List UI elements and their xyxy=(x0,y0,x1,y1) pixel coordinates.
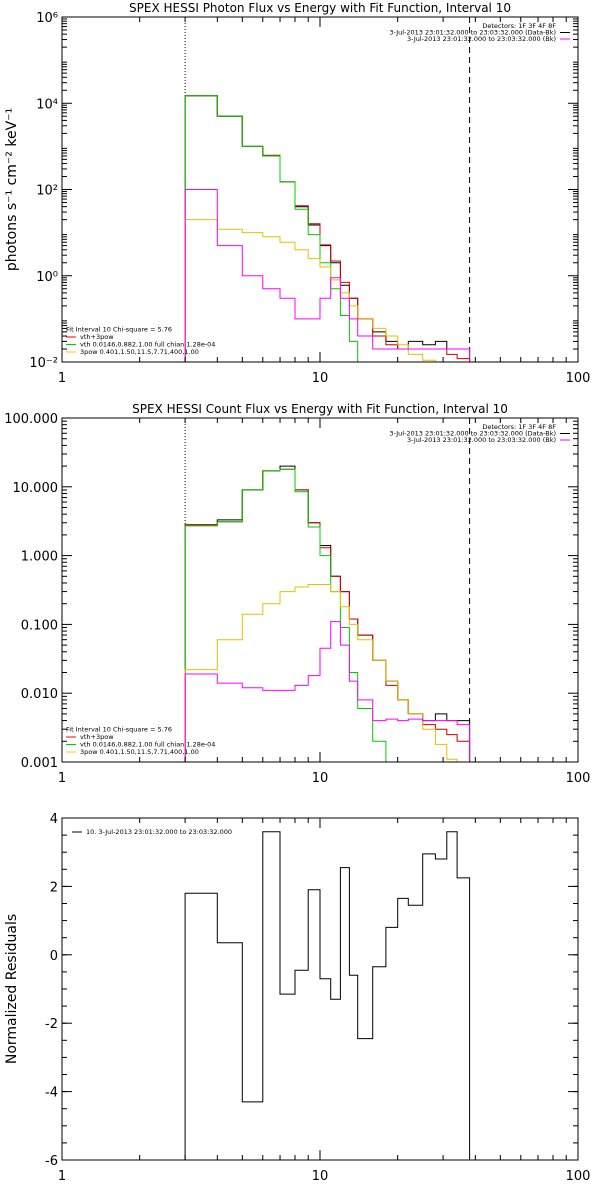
x-tick-label: 100 xyxy=(566,371,591,386)
plot-frame xyxy=(61,817,579,1161)
x-tick-label: 1 xyxy=(58,771,66,786)
y-tick-label: 2 xyxy=(50,880,58,895)
series-residuals xyxy=(184,831,471,1160)
y-tick-label: 10⁶ xyxy=(36,11,58,26)
series-bk xyxy=(184,189,471,362)
y-tick-label: 10⁴ xyxy=(36,97,58,112)
series-group xyxy=(184,831,471,1160)
legend-top-label: Detectors: 1F 3F 4F 8F xyxy=(482,423,556,431)
series-vth-3pow xyxy=(184,95,471,362)
legend-bottom-label: vth+3pow xyxy=(80,333,114,341)
chart-3: 1 10 100 -6 -4 -2 0 2 4 Normalized Residuals 10. 3… xyxy=(4,812,590,1184)
plot-frame xyxy=(61,417,579,763)
x-tick-label: 1 xyxy=(58,1169,66,1184)
legend-top-label: 3-Jul-2013 23:01:32.000 to 23:03:32.000 … xyxy=(389,29,556,37)
series-data-bk xyxy=(184,95,471,362)
legend-bottom-label: 3pow 0.401,1.50,11.5,7.71,400,1.00 xyxy=(80,748,199,756)
y-tick-label: 1.000 xyxy=(21,550,58,565)
y-tick-label: 100.000 xyxy=(4,412,58,427)
legend-top-label: 3-Jul-2013 23:01:32.000 to 23:03:32.000 … xyxy=(389,430,556,438)
y-tick-label: 10.000 xyxy=(13,481,59,496)
y-axis-label: photons s⁻¹ cm⁻² keV⁻¹ xyxy=(4,108,20,271)
x-tick-label: 10 xyxy=(312,771,329,786)
series-3pow xyxy=(184,584,458,762)
chart-title: SPEX HESSI Count Flux vs Energy with Fit… xyxy=(132,402,508,416)
series-vth xyxy=(184,468,399,762)
chart-2: SPEX HESSI Count Flux vs Energy with Fit… xyxy=(4,402,590,786)
x-tick-label: 100 xyxy=(566,771,591,786)
legend-top-label: Detectors: 1F 3F 4F 8F xyxy=(482,22,556,30)
series-3pow xyxy=(184,219,436,362)
y-tick-label: 0.001 xyxy=(21,756,58,771)
y-tick-label: -4 xyxy=(45,1086,58,1101)
series-vth-3pow xyxy=(184,468,471,762)
y-tick-label: 0.100 xyxy=(21,618,58,633)
legend-bottom-label: vth 0.0146,0.882,1.00 full chian 1.28e-0… xyxy=(80,341,215,349)
legend-top-label: 3-Jul-2013 23:01:32.000 to 23:03:32.000 … xyxy=(407,436,556,444)
legend-label: 10. 3-Jul-2013 23:01:32.000 to 23:03:32.… xyxy=(86,828,232,836)
legend-bottom-label: vth+3pow xyxy=(80,733,114,741)
series-group xyxy=(184,95,471,362)
y-axis-label: Normalized Residuals xyxy=(4,914,20,1064)
series-bk xyxy=(184,621,471,762)
y-tick-label: 4 xyxy=(50,812,58,827)
chart-title: SPEX HESSI Photon Flux vs Energy with Fi… xyxy=(129,1,511,15)
y-tick-label: 10⁻² xyxy=(29,356,58,371)
y-tick-label: -2 xyxy=(45,1017,58,1032)
x-tick-label: 10 xyxy=(312,1169,329,1184)
legend-bottom-label: 3pow 0.401,1.50,11.5,7.71,400,1.00 xyxy=(80,348,199,356)
y-tick-label: -6 xyxy=(45,1154,58,1169)
legend-top-label: 3-Jul-2013 23:01:32.000 to 23:03:32.000 … xyxy=(407,35,556,43)
y-tick-label: 0 xyxy=(50,949,58,964)
y-tick-label: 10⁰ xyxy=(36,270,58,285)
series-data-bk xyxy=(184,465,471,762)
legend-bottom-label: vth 0.0146,0.882,1.00 full chian 1.28e-0… xyxy=(80,741,215,749)
y-tick-label: 0.010 xyxy=(21,687,58,702)
series-vth xyxy=(184,95,374,362)
x-tick-label: 100 xyxy=(566,1169,591,1184)
legend-bottom-label: Fit Interval 10 Chi-square = 5.76 xyxy=(66,726,172,734)
x-tick-label: 1 xyxy=(58,371,66,386)
chart-1: SPEX HESSI Photon Flux vs Energy with Fi… xyxy=(4,1,590,386)
legend-bottom-label: Fit Interval 10 Chi-square = 5.76 xyxy=(66,326,172,334)
x-tick-label: 10 xyxy=(312,371,329,386)
series-group xyxy=(184,465,471,762)
y-tick-label: 10² xyxy=(36,184,58,199)
